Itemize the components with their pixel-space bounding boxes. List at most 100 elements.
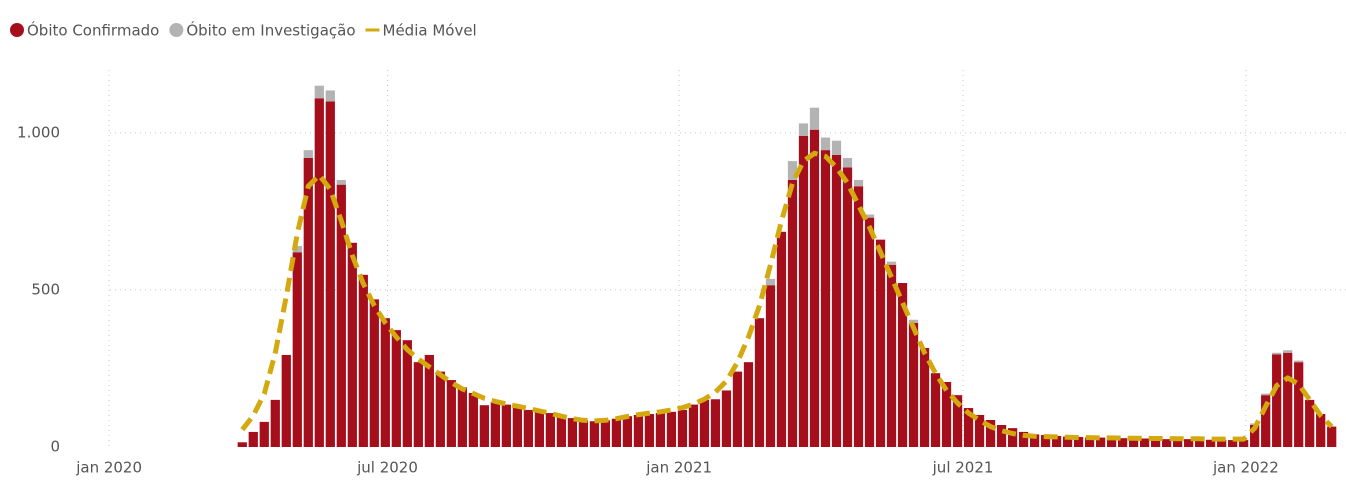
- bar: [1239, 440, 1249, 447]
- bar: [1051, 436, 1062, 447]
- bar: [1305, 399, 1315, 447]
- bar: [292, 245, 302, 253]
- legend-label: Óbito em Investigação: [186, 21, 355, 40]
- bar: [545, 413, 556, 447]
- bar: [1272, 354, 1282, 447]
- bar: [820, 150, 831, 448]
- bar: [611, 418, 622, 447]
- bar: [1228, 440, 1238, 447]
- bar: [523, 409, 534, 447]
- x-tick-label: jan 2022: [1212, 459, 1279, 477]
- bar: [589, 421, 600, 447]
- bar: [237, 442, 247, 447]
- bar: [787, 179, 798, 448]
- bar: [622, 416, 633, 447]
- bar: [1151, 438, 1161, 447]
- bar: [875, 239, 886, 447]
- legend-label: Média Móvel: [383, 22, 477, 40]
- bar: [831, 140, 842, 155]
- bar: [798, 123, 809, 136]
- bar: [413, 362, 423, 447]
- bar: [655, 413, 666, 447]
- bar: [985, 419, 996, 447]
- bar: [1139, 438, 1150, 447]
- bar: [1073, 436, 1084, 447]
- bar: [908, 319, 919, 323]
- bar: [1162, 439, 1172, 447]
- bar: [1184, 439, 1194, 447]
- bar: [886, 261, 897, 265]
- bar: [963, 408, 974, 447]
- bar: [1018, 431, 1029, 447]
- bar: [567, 418, 578, 447]
- bar: [1272, 352, 1282, 355]
- bar: [974, 414, 985, 447]
- legend-dot: [169, 23, 184, 37]
- bar: [281, 354, 291, 447]
- bar: [798, 135, 809, 447]
- bar: [864, 214, 875, 218]
- bar: [853, 186, 864, 447]
- bar: [325, 90, 335, 102]
- y-tick-label: 1.000: [17, 123, 60, 141]
- bar: [809, 107, 820, 130]
- bar: [765, 278, 776, 286]
- bar: [314, 85, 324, 99]
- moving-average-line: [240, 150, 1334, 442]
- bar: [1327, 426, 1337, 447]
- bar: [809, 129, 820, 448]
- bar: [853, 179, 864, 187]
- bar: [314, 98, 324, 448]
- bar: [1294, 360, 1304, 363]
- bar: [1283, 352, 1293, 447]
- bar: [402, 340, 412, 447]
- bar: [1106, 438, 1117, 447]
- bar: [556, 417, 567, 447]
- bar: [1117, 438, 1128, 447]
- bar: [490, 402, 500, 447]
- y-tick-label: 0: [50, 438, 60, 456]
- bar: [303, 157, 313, 447]
- bar: [996, 425, 1007, 447]
- bar: [941, 381, 952, 447]
- bar: [424, 354, 434, 447]
- bar: [501, 404, 511, 447]
- bar: [468, 392, 478, 447]
- bar: [292, 252, 302, 447]
- bar: [1007, 428, 1018, 447]
- bar: [380, 318, 390, 447]
- bar: [578, 420, 589, 447]
- bar: [842, 157, 853, 168]
- bar: [1128, 438, 1139, 447]
- bar: [1261, 393, 1271, 396]
- bar: [325, 101, 335, 448]
- bar: [479, 405, 489, 447]
- bar: [600, 420, 611, 447]
- legend-label: Óbito Confirmado: [27, 21, 159, 40]
- bar: [336, 184, 346, 447]
- bar: [1195, 439, 1205, 447]
- bar: [644, 414, 655, 447]
- bar: [699, 399, 710, 447]
- bar: [259, 421, 269, 447]
- bar: [347, 242, 357, 447]
- bar: [633, 414, 644, 447]
- bar: [1062, 436, 1073, 447]
- bar: [446, 380, 456, 447]
- bar: [897, 283, 908, 447]
- bar: [358, 274, 368, 447]
- bar: [534, 409, 545, 447]
- bar: [776, 231, 787, 447]
- bar: [732, 371, 743, 447]
- bar: [435, 371, 445, 447]
- bar: [1040, 435, 1051, 447]
- bar: [710, 399, 721, 447]
- bar: [677, 409, 688, 447]
- bar: [864, 217, 875, 447]
- x-tick-label: jul 2020: [356, 459, 418, 477]
- bar: [721, 390, 732, 447]
- x-tick-label: jan 2021: [645, 459, 712, 477]
- bar: [1250, 425, 1260, 447]
- bar: [369, 299, 379, 447]
- bar: [688, 404, 699, 447]
